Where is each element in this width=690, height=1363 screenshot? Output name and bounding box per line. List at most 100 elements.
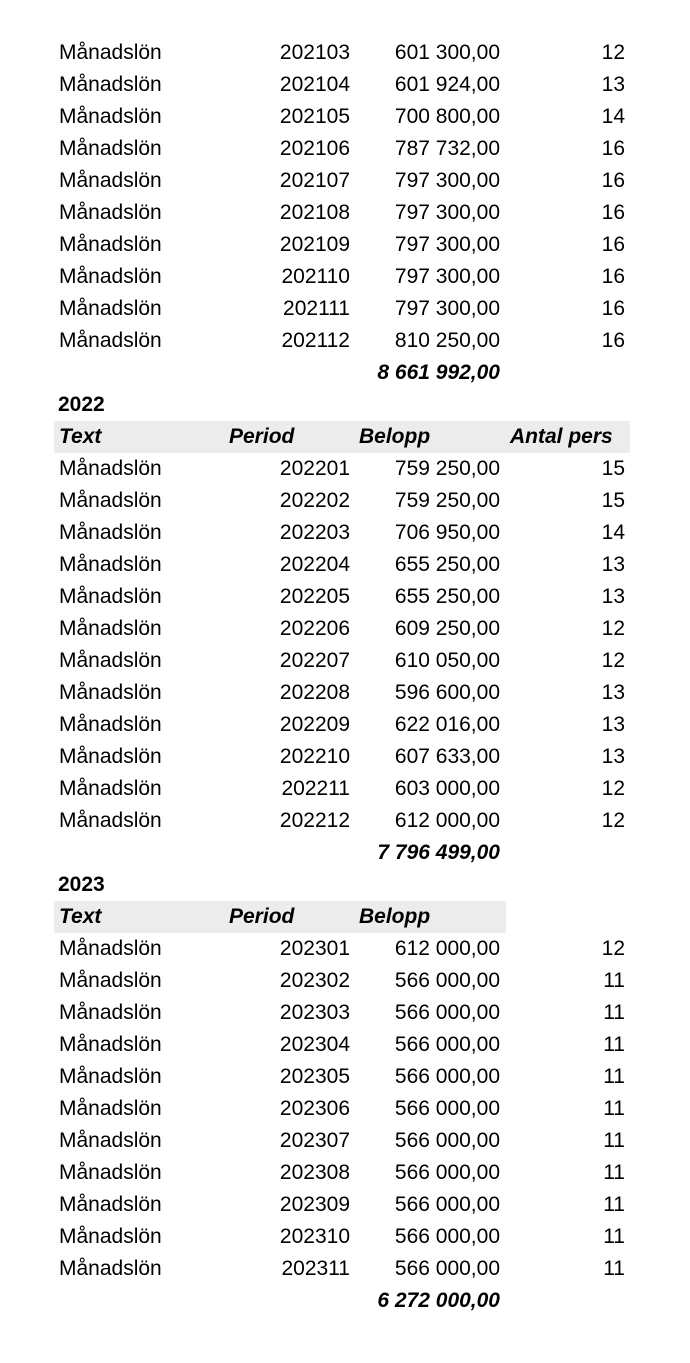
- cell-period: 202303: [279, 1001, 350, 1024]
- cell-period: 202110: [281, 265, 350, 288]
- table-row: Månadslön 202202 759 250,00 15: [0, 485, 690, 517]
- cell-period: 202311: [281, 1257, 350, 1280]
- cell-text: Månadslön: [59, 681, 162, 704]
- cell-amount: 612 000,00: [394, 809, 500, 832]
- total-row: 6 272 000,00: [0, 1285, 690, 1317]
- cell-period: 202309: [279, 1193, 350, 1216]
- cell-count: 12: [601, 649, 625, 672]
- cell-count: 11: [603, 1193, 625, 1216]
- cell-text: Månadslön: [59, 713, 162, 736]
- header-count: Antal pers: [510, 425, 613, 448]
- cell-count: 16: [601, 169, 625, 192]
- cell-count: 15: [601, 489, 625, 512]
- cell-count: 12: [601, 937, 625, 960]
- cell-text: Månadslön: [59, 1257, 162, 1280]
- year-heading: 2022: [0, 389, 690, 421]
- cell-count: 13: [601, 713, 625, 736]
- header-text: Text: [59, 905, 102, 928]
- table-row: Månadslön 202203 706 950,00 14: [0, 517, 690, 549]
- cell-count: 13: [601, 585, 625, 608]
- cell-period: 202201: [279, 457, 350, 480]
- cell-amount: 797 300,00: [394, 265, 500, 288]
- cell-amount: 610 050,00: [394, 649, 500, 672]
- cell-count: 12: [601, 777, 625, 800]
- table-row: Månadslön 202303 566 000,00 11: [0, 997, 690, 1029]
- cell-period: 202305: [279, 1065, 350, 1088]
- table-row: Månadslön 202206 609 250,00 12: [0, 613, 690, 645]
- cell-amount: 607 633,00: [394, 745, 500, 768]
- table-row: Månadslön 202204 655 250,00 13: [0, 549, 690, 581]
- cell-period: 202103: [279, 41, 350, 64]
- cell-count: 16: [601, 297, 625, 320]
- table-row: Månadslön 202210 607 633,00 13: [0, 741, 690, 773]
- cell-text: Månadslön: [59, 169, 162, 192]
- cell-amount: 566 000,00: [394, 1257, 500, 1280]
- table-row: Månadslön 202310 566 000,00 11: [0, 1221, 690, 1253]
- year-block: Månadslön 202103 601 300,00 12 Månadslön 2021…: [0, 37, 690, 389]
- cell-period: 202308: [279, 1161, 350, 1184]
- cell-amount: 759 250,00: [394, 457, 500, 480]
- header-period: Period: [229, 905, 295, 928]
- cell-amount: 655 250,00: [394, 585, 500, 608]
- cell-count: 11: [603, 1161, 625, 1184]
- table-row: Månadslön 202110 797 300,00 16: [0, 261, 690, 293]
- cell-count: 11: [603, 1225, 625, 1248]
- cell-text: Månadslön: [59, 1129, 162, 1152]
- cell-count: 14: [601, 521, 625, 544]
- table-row: Månadslön 202104 601 924,00 13: [0, 69, 690, 101]
- total-row: 8 661 992,00: [0, 357, 690, 389]
- cell-count: 13: [601, 681, 625, 704]
- table-row: Månadslön 202302 566 000,00 11: [0, 965, 690, 997]
- cell-text: Månadslön: [59, 105, 162, 128]
- table-row: Månadslön 202109 797 300,00 16: [0, 229, 690, 261]
- cell-amount: 609 250,00: [394, 617, 500, 640]
- cell-amount: 566 000,00: [394, 1097, 500, 1120]
- cell-amount: 655 250,00: [394, 553, 500, 576]
- cell-period: 202206: [279, 617, 350, 640]
- cell-text: Månadslön: [59, 553, 162, 576]
- cell-amount: 601 300,00: [394, 41, 500, 64]
- table-row: Månadslön 202112 810 250,00 16: [0, 325, 690, 357]
- cell-text: Månadslön: [59, 297, 162, 320]
- table-row: Månadslön 202301 612 000,00 12: [0, 933, 690, 965]
- table-row: Månadslön 202308 566 000,00 11: [0, 1157, 690, 1189]
- cell-text: Månadslön: [59, 137, 162, 160]
- cell-period: 202212: [279, 809, 350, 832]
- cell-count: 12: [601, 41, 625, 64]
- table-row: Månadslön 202106 787 732,00 16: [0, 133, 690, 165]
- cell-text: Månadslön: [59, 809, 162, 832]
- cell-count: 16: [601, 233, 625, 256]
- cell-period: 202301: [279, 937, 350, 960]
- cell-count: 11: [603, 1257, 625, 1280]
- cell-amount: 601 924,00: [394, 73, 500, 96]
- cell-text: Månadslön: [59, 233, 162, 256]
- cell-text: Månadslön: [59, 201, 162, 224]
- cell-count: 16: [601, 137, 625, 160]
- cell-text: Månadslön: [59, 41, 162, 64]
- cell-period: 202104: [279, 73, 350, 96]
- table-header: Text Period Belopp Antal pers: [54, 421, 630, 453]
- cell-count: 16: [601, 329, 625, 352]
- cell-text: Månadslön: [59, 73, 162, 96]
- cell-count: 13: [601, 73, 625, 96]
- cell-period: 202111: [283, 297, 350, 320]
- cell-text: Månadslön: [59, 649, 162, 672]
- cell-count: 11: [603, 1065, 625, 1088]
- table-row: Månadslön 202305 566 000,00 11: [0, 1061, 690, 1093]
- cell-period: 202210: [279, 745, 350, 768]
- table-row: Månadslön 202309 566 000,00 11: [0, 1189, 690, 1221]
- cell-amount: 566 000,00: [394, 1193, 500, 1216]
- cell-amount: 622 016,00: [394, 713, 500, 736]
- cell-count: 13: [601, 553, 625, 576]
- cell-count: 12: [601, 809, 625, 832]
- table-row: Månadslön 202201 759 250,00 15: [0, 453, 690, 485]
- cell-count: 12: [601, 617, 625, 640]
- table-row: Månadslön 202103 601 300,00 12: [0, 37, 690, 69]
- table-row: Månadslön 202108 797 300,00 16: [0, 197, 690, 229]
- cell-period: 202310: [279, 1225, 350, 1248]
- cell-text: Månadslön: [59, 745, 162, 768]
- table-row: Månadslön 202205 655 250,00 13: [0, 581, 690, 613]
- total-amount: 7 796 499,00: [377, 841, 500, 864]
- cell-amount: 700 800,00: [394, 105, 500, 128]
- table-row: Månadslön 202306 566 000,00 11: [0, 1093, 690, 1125]
